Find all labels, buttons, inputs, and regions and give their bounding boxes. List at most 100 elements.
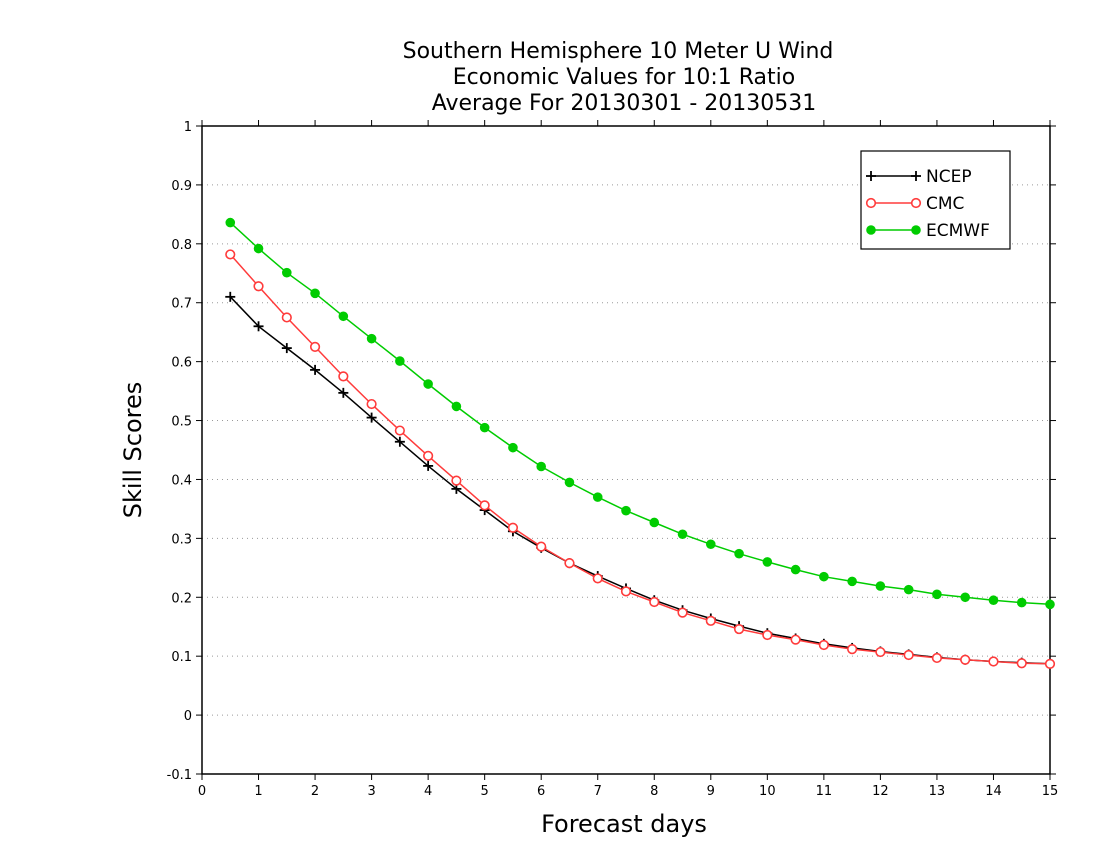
cmc-point (366, 398, 377, 410)
series-ecmwf (225, 217, 1055, 610)
x-tick-label: 7 (594, 784, 602, 799)
gridlines (202, 184, 1050, 716)
cmc-point (309, 341, 321, 353)
y-tick-label: 0.7 (171, 297, 192, 312)
ecmwf-point (508, 442, 518, 453)
title-line-2: Economic Values for 10:1 Ratio (453, 65, 795, 90)
x-tick-label: 3 (367, 784, 375, 799)
ecmwf-point (366, 333, 377, 344)
legend-marker (865, 197, 877, 209)
x-tick-label: 14 (985, 784, 1002, 799)
cmc-point (903, 649, 914, 661)
ecmwf-point (847, 576, 857, 587)
x-tick-label: 13 (929, 784, 946, 799)
ecmwf-point (395, 356, 405, 366)
cmc-point (451, 475, 462, 486)
y-tick-label: 0.1 (171, 650, 192, 665)
x-tick-label: 6 (537, 784, 545, 799)
cmc-point (677, 607, 688, 618)
title-line-1: Southern Hemisphere 10 Meter U Wind (403, 39, 834, 64)
cmc-line (229, 253, 1051, 665)
legend-marker (866, 171, 876, 181)
series-ncep (225, 291, 1055, 669)
ecmwf-point (762, 557, 773, 567)
y-axis-label: Skill Scores (119, 382, 147, 519)
x-tick-label: 0 (198, 784, 206, 799)
cmc-point (225, 249, 236, 260)
y-tick-label: 1 (184, 120, 192, 135)
legend-label: CMC (926, 194, 964, 214)
ecmwf-point (564, 477, 575, 488)
ecmwf-point (677, 529, 688, 540)
ecmwf-point (1045, 599, 1055, 610)
cmc-point (790, 634, 801, 645)
ncep-point (423, 460, 434, 471)
legend-marker (910, 197, 922, 209)
legend-label: NCEP (926, 167, 972, 187)
ecmwf-point (253, 243, 264, 254)
ncep-point (281, 343, 292, 354)
cmc-point (705, 615, 716, 626)
x-tick-label: 5 (481, 784, 489, 799)
title-line-3: Average For 20130301 - 20130531 (432, 91, 817, 116)
x-tick-label: 4 (424, 784, 432, 799)
x-axis-label: Forecast days (541, 810, 707, 838)
x-tick-label: 1 (254, 784, 262, 799)
cmc-point (423, 450, 434, 461)
cmc-point (875, 646, 886, 658)
ecmwf-point (282, 267, 292, 278)
ecmwf-point (621, 505, 631, 516)
y-tick-label: -0.1 (167, 768, 192, 783)
cmc-point (564, 558, 575, 569)
x-tick-label: 8 (650, 784, 658, 799)
ecmwf-point (338, 311, 349, 322)
ecmwf-point (706, 539, 716, 550)
cmc-point (507, 522, 519, 533)
y-tick-label: 0.8 (171, 238, 192, 253)
ncep-point (366, 412, 377, 423)
ncep-line (229, 296, 1051, 665)
legend-item-ncep: NCEP (866, 167, 972, 187)
chart-title: Southern Hemisphere 10 Meter U Wind Econ… (403, 39, 834, 116)
cmc-point (931, 652, 943, 664)
ncep-point (310, 364, 321, 375)
ecmwf-point (225, 217, 236, 228)
legend-marker (866, 225, 876, 235)
cmc-point (1044, 658, 1056, 669)
y-tick-label: 0.5 (171, 415, 192, 430)
x-tick-label: 2 (311, 784, 319, 799)
cmc-point (960, 654, 971, 665)
cmc-point (536, 541, 547, 552)
ecmwf-point (903, 584, 914, 595)
y-tick-label: 0.4 (171, 473, 192, 488)
ecmwf-point (423, 379, 433, 389)
cmc-point (818, 639, 829, 651)
cmc-point (762, 629, 773, 641)
legend-label: ECMWF (926, 221, 990, 241)
cmc-point (649, 596, 660, 608)
cmc-point (620, 586, 632, 597)
cmc-point (592, 573, 603, 584)
ncep-point (225, 291, 236, 302)
legend: NCEP CMC ECMWF (860, 150, 1011, 250)
cmc-point (1016, 658, 1027, 669)
ecmwf-point (451, 401, 462, 412)
ncep-point (338, 387, 349, 398)
x-tick-label: 9 (707, 784, 715, 799)
ecmwf-point (649, 517, 660, 528)
cmc-point (847, 644, 858, 655)
y-tick-label: 0.9 (171, 179, 192, 194)
ecmwf-point (819, 571, 829, 582)
legend-item-ecmwf: ECMWF (866, 221, 990, 241)
ecmwf-point (932, 589, 942, 600)
legend-item-cmc: CMC (865, 194, 964, 214)
ecmwf-point (592, 492, 603, 502)
cmc-point (479, 500, 490, 511)
x-tick-label: 12 (872, 784, 889, 799)
legend-box (860, 150, 1011, 250)
y-tick-label: 0 (184, 709, 192, 724)
ecmwf-point (875, 581, 886, 591)
legend-marker (911, 225, 921, 235)
cmc-point (281, 312, 292, 323)
